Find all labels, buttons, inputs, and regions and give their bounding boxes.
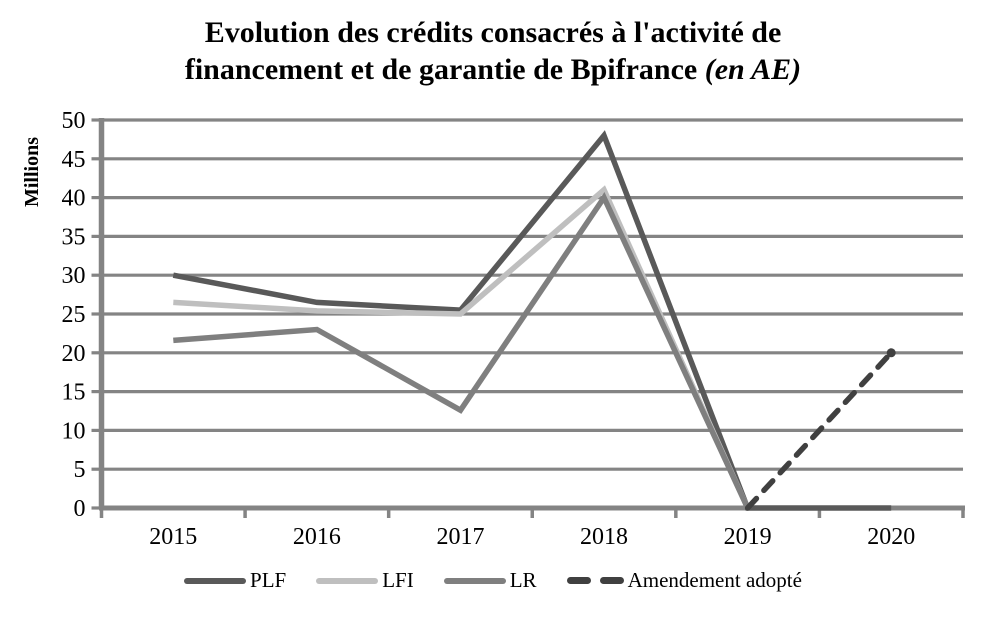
y-tick-label: 35 bbox=[62, 224, 86, 250]
x-tick-label: 2016 bbox=[293, 524, 341, 550]
legend-label: PLF bbox=[250, 568, 287, 592]
series-endpoint-dot bbox=[886, 348, 896, 358]
chart-title: Evolution des crédits consacrés à l'acti… bbox=[0, 14, 986, 88]
chart-title-line2: financement et de garantie de Bpifrance … bbox=[184, 53, 802, 86]
x-tick-label: 2017 bbox=[436, 524, 484, 550]
y-tick-label: 10 bbox=[62, 418, 86, 444]
y-tick-label: 15 bbox=[62, 380, 86, 406]
series-line-plf bbox=[172, 130, 892, 511]
y-tick-label: 0 bbox=[74, 496, 86, 522]
legend: PLF LFI LR Amendement adopté bbox=[0, 568, 986, 593]
x-tick-label: 2020 bbox=[867, 524, 915, 550]
legend-label: Amendement adopté bbox=[627, 568, 802, 592]
legend-swatch bbox=[316, 577, 379, 584]
legend-label: LFI bbox=[382, 568, 414, 592]
chart-title-units: (en AE) bbox=[704, 53, 802, 86]
legend-dash bbox=[566, 577, 591, 584]
y-axis-label: Millions bbox=[21, 137, 43, 207]
legend-label: LR bbox=[509, 568, 537, 592]
x-tick-label: 2019 bbox=[724, 524, 772, 550]
legend-swatch bbox=[443, 577, 506, 584]
y-tick-label: 25 bbox=[62, 302, 86, 328]
legend-item-lr: LR bbox=[443, 568, 537, 593]
series-line-lr bbox=[173, 192, 751, 510]
legend-item-plf: PLF bbox=[184, 568, 286, 593]
legend-item-amendement-adopté: Amendement adopté bbox=[566, 568, 802, 593]
legend-item-lfi: LFI bbox=[316, 568, 414, 593]
y-tick-label: 45 bbox=[62, 147, 86, 173]
legend-dash bbox=[599, 577, 624, 584]
chart-title-line1: Evolution des crédits consacrés à l'acti… bbox=[204, 16, 782, 49]
y-tick-label: 5 bbox=[74, 457, 86, 483]
y-tick-label: 40 bbox=[62, 186, 86, 212]
x-tick-label: 2018 bbox=[580, 524, 628, 550]
legend-swatch bbox=[184, 577, 247, 584]
legend-swatch-dashed bbox=[566, 577, 624, 584]
y-tick-label: 50 bbox=[62, 108, 86, 134]
y-tick-label: 30 bbox=[62, 263, 86, 289]
y-tick-label: 20 bbox=[62, 341, 86, 367]
x-tick-label: 2015 bbox=[149, 524, 197, 550]
series-line-amendement-adopté bbox=[744, 350, 894, 511]
